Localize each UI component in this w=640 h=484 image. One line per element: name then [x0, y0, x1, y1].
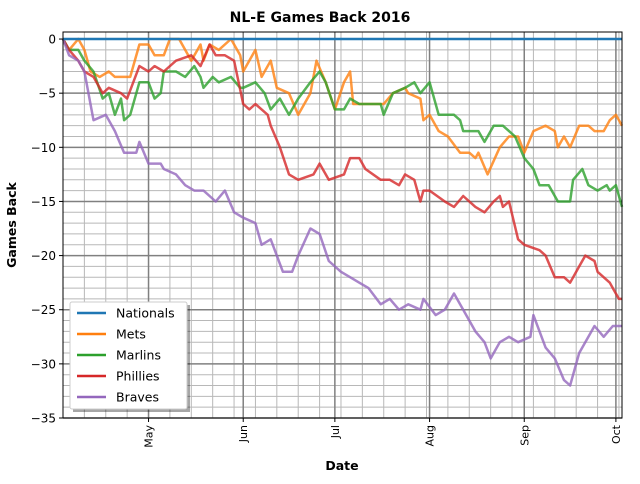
y-tick-label: −20	[31, 249, 56, 263]
y-axis-label: Games Back	[4, 181, 19, 267]
x-tick-label: Jul	[329, 425, 342, 439]
legend: Nationals Mets Marlins Phillies Braves	[69, 301, 190, 412]
legend-box	[69, 301, 188, 410]
legend-label-braves: Braves	[116, 390, 159, 405]
series-line-marlins	[61, 38, 624, 208]
x-tick-label: Sep	[518, 425, 531, 446]
x-tick-label: May	[143, 425, 156, 448]
y-tick-label: −10	[31, 141, 56, 155]
y-tick-label: −30	[31, 357, 56, 371]
y-tick-label: −5	[38, 87, 56, 101]
y-tick-label: −35	[31, 412, 56, 426]
series-line-mets	[61, 37, 624, 176]
x-tick-label: Aug	[424, 425, 437, 446]
legend-label-mets: Mets	[116, 327, 146, 342]
y-tick-label: −15	[31, 195, 56, 209]
chart-title: NL-E Games Back 2016	[230, 10, 411, 26]
y-tick-label: 0	[48, 33, 56, 47]
legend-label-phillies: Phillies	[116, 369, 160, 384]
series-line-braves	[61, 38, 622, 387]
y-tick-label: −25	[31, 303, 56, 317]
legend-label-nationals: Nationals	[116, 306, 175, 321]
x-tick-label: Jun	[237, 425, 250, 443]
plot-frame	[62, 31, 623, 419]
x-tick-label: Oct	[610, 424, 623, 444]
legend-label-marlins: Marlins	[116, 348, 161, 363]
series-line-phillies	[61, 38, 622, 301]
x-axis-label: Date	[325, 458, 358, 473]
